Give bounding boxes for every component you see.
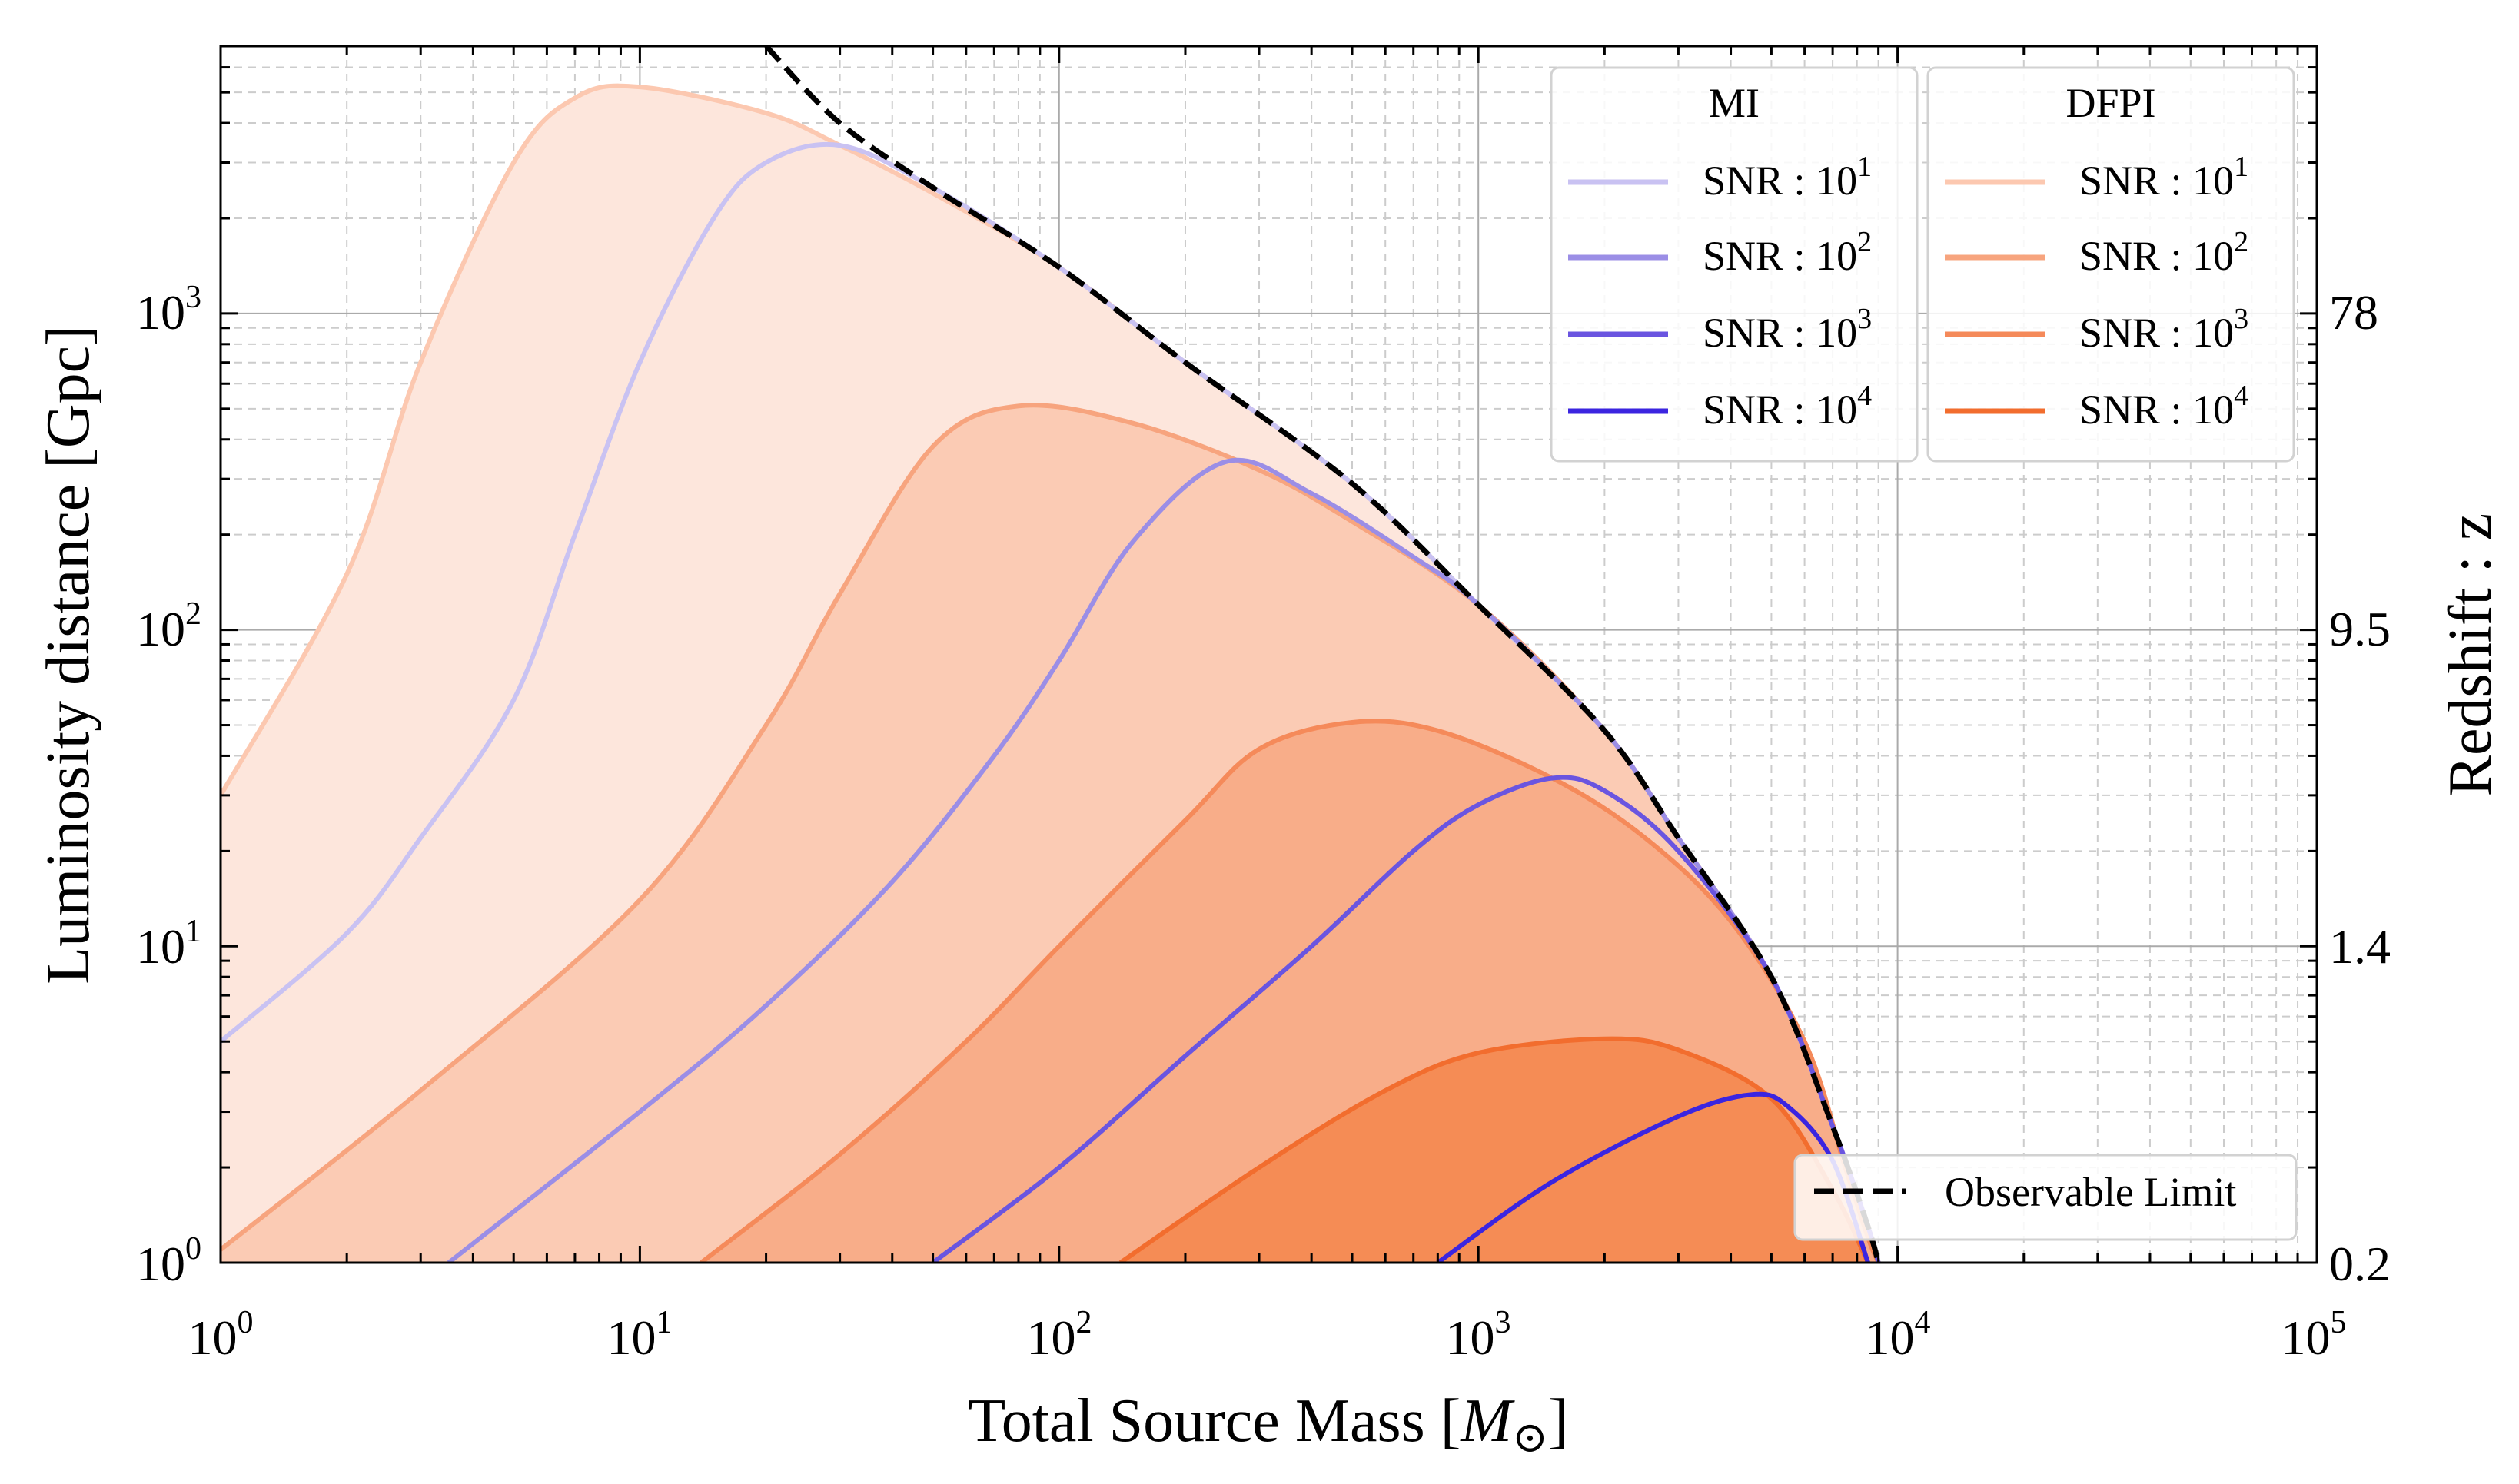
legend-dfpi-label-4: SNR : 104 [2079, 380, 2248, 433]
legend-mi-label-1: SNR : 101 [1703, 151, 1872, 204]
legend-dfpi-label-3: SNR : 103 [2079, 303, 2248, 356]
x-tick-label: 102 [1027, 1305, 1092, 1365]
y-tick-label: 101 [136, 914, 201, 974]
x-axis-label: Total Source Mass [M⊙] [968, 1387, 1568, 1462]
x-tick-label: 104 [1866, 1305, 1931, 1365]
observable-limit-line [764, 46, 1881, 1263]
observable-limit-path [764, 46, 1881, 1263]
x-tick-label: 100 [188, 1305, 254, 1365]
legend-limit-label: Observable Limit [1945, 1169, 2236, 1215]
y2-tick-labels: 0.2 1.4 9.5 78 [2329, 285, 2391, 1291]
legend-limit-box [1793, 1154, 2298, 1241]
legend-mi-label-4: SNR : 104 [1703, 380, 1872, 433]
legend-mi-title: MI [1709, 80, 1760, 126]
y2-tick-label: 9.5 [2329, 602, 2391, 656]
y-tick-label: 102 [136, 596, 201, 656]
series-line [1118, 1036, 1870, 1263]
y2-axis-label: Redshift : z [2437, 513, 2504, 797]
series-line [700, 719, 1881, 1263]
y-tick-label: 103 [136, 280, 201, 340]
legend-mi: MI SNR : 101 SNR : 102 SNR : 103 SNR : 1… [1550, 66, 1919, 463]
legend-mi-label-2: SNR : 102 [1703, 226, 1872, 279]
x-tick-labels: 100 101 102 103 104 105 [188, 1305, 2347, 1365]
legend-dfpi-box [1926, 66, 2295, 463]
legend-mi-box [1550, 66, 1919, 463]
area-fill [1120, 1038, 1869, 1263]
legend-limit: Observable Limit [1793, 1154, 2298, 1241]
legend-dfpi-title: DFPI [2065, 80, 2155, 126]
y2-tick-label: 1.4 [2329, 919, 2391, 974]
x-tick-label: 105 [2281, 1305, 2347, 1365]
y-tick-label: 100 [136, 1231, 201, 1291]
y2-tick-label: 0.2 [2329, 1237, 2391, 1291]
legend-mi-label-3: SNR : 103 [1703, 303, 1872, 356]
x-tick-label: 101 [607, 1305, 673, 1365]
axis-ticks [219, 45, 2317, 1264]
y2-tick-label: 78 [2329, 285, 2378, 340]
x-tick-label: 103 [1446, 1305, 1511, 1365]
y-axis-label: Luminosity distance [Gpc] [35, 325, 102, 984]
plot-frame [219, 45, 2318, 1264]
y-tick-labels: 100 101 102 103 [136, 280, 201, 1291]
legend-dfpi: DFPI SNR : 101 SNR : 102 SNR : 103 SNR :… [1926, 66, 2295, 463]
legend-dfpi-label-2: SNR : 102 [2079, 226, 2248, 279]
legend-dfpi-label-1: SNR : 101 [2079, 151, 2248, 204]
